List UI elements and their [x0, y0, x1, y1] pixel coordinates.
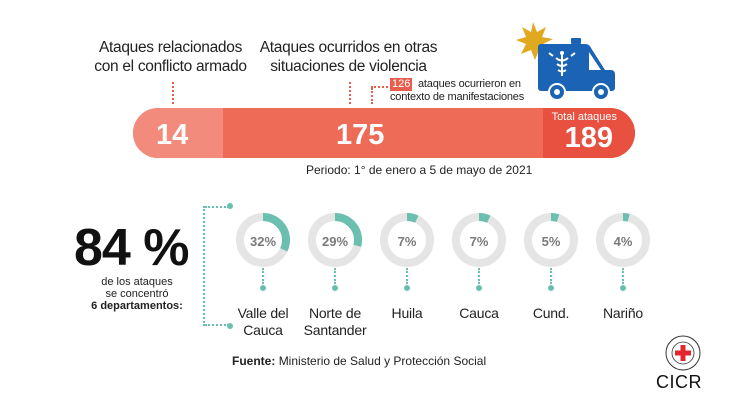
donut-fill [380, 213, 434, 267]
bracket-bottom-dot [227, 323, 233, 329]
donut-chart: 29% [305, 210, 365, 270]
conflict-value: 14 [156, 119, 189, 151]
donut-value: 7% [469, 234, 489, 249]
desc-line-3: 6 departamentos: [91, 300, 183, 312]
donut-fill [236, 213, 290, 267]
other-value: 175 [336, 119, 385, 151]
total-value: 189 [564, 122, 613, 154]
donut-value: 7% [397, 234, 417, 249]
department-name: Huila [391, 305, 423, 321]
donut-value: 29% [321, 234, 349, 249]
donut-chart: 5% [521, 210, 581, 270]
department-dot [332, 285, 338, 291]
org-name: CICR [656, 372, 702, 392]
department-dot [260, 285, 266, 291]
donut-value: 5% [541, 234, 561, 249]
donut-ring [380, 213, 434, 267]
department-connector [406, 268, 408, 284]
desc-line-2: se concentró [105, 288, 169, 300]
department-dot [620, 285, 626, 291]
bar-segment-conflict [133, 108, 223, 158]
donut-chart: 4% [593, 210, 653, 270]
source-text: Ministerio de Salud y Protección Social [278, 354, 487, 368]
bracket-top-dot [227, 203, 233, 209]
department-name: Cund. [532, 305, 570, 321]
connector-other-situations [349, 82, 351, 104]
donut-chart: 7% [377, 210, 437, 270]
concentration-description: de los ataques se concentró 6 departamen… [72, 276, 202, 312]
manifestations-note: ataques ocurrieron en contexto de manife… [390, 78, 540, 104]
connector-armed-conflict [172, 82, 174, 104]
donut-value: 32% [249, 234, 277, 249]
donut-fill [308, 213, 362, 267]
department-name: Cauca [459, 305, 499, 321]
departments-bracket [203, 203, 233, 329]
label-armed-conflict: Ataques relacionados con el conflicto ar… [94, 39, 247, 75]
source-note: Fuente: Ministerio de Salud y Protección… [232, 354, 486, 368]
department-connector [478, 268, 480, 284]
department-connector [334, 268, 336, 284]
attacks-bar: 14 175 Total ataques 189 [133, 108, 635, 158]
department-dot [404, 285, 410, 291]
desc-line-1: de los ataques [101, 276, 173, 288]
concentration-percent: 84 % [74, 219, 190, 277]
donut-value: 4% [613, 234, 633, 249]
donut-chart: 7% [449, 210, 509, 270]
department-connector [262, 268, 264, 284]
connector-manifestations-horizontal [371, 86, 388, 88]
red-cross-emblem-icon [665, 335, 701, 371]
label-other-situations: Ataques ocurridos en otras situaciones d… [259, 39, 438, 75]
source-label: Fuente: [232, 354, 276, 368]
donut-ring [236, 213, 290, 267]
department-name: Norte de Santander [303, 305, 367, 338]
ambulance-icon [516, 22, 615, 101]
department-dot [476, 285, 482, 291]
manifestations-text: ataques ocurrieron en contexto de manife… [390, 78, 525, 103]
donut-fill [596, 213, 650, 267]
bar-segment-total [543, 108, 635, 158]
department-connector [622, 268, 624, 284]
donut-ring [524, 213, 578, 267]
department-connector [550, 268, 552, 284]
donut-fill [452, 213, 506, 267]
donut-ring [308, 213, 362, 267]
period-text: Periodo: 1° de enero a 5 de mayo de 2021 [306, 163, 533, 177]
donut-chart: 32% [233, 210, 293, 270]
department-dot [548, 285, 554, 291]
donut-fill [524, 213, 578, 267]
connector-manifestations [371, 88, 373, 104]
bracket-top [205, 206, 229, 208]
manifestations-count-badge: 126 [390, 78, 413, 91]
department-name: Nariño [602, 305, 644, 321]
total-label: Total ataques [551, 111, 617, 123]
donut-ring [452, 213, 506, 267]
department-name: Valle del Cauca [237, 305, 289, 338]
bracket-bottom [205, 324, 229, 326]
donut-ring [596, 213, 650, 267]
